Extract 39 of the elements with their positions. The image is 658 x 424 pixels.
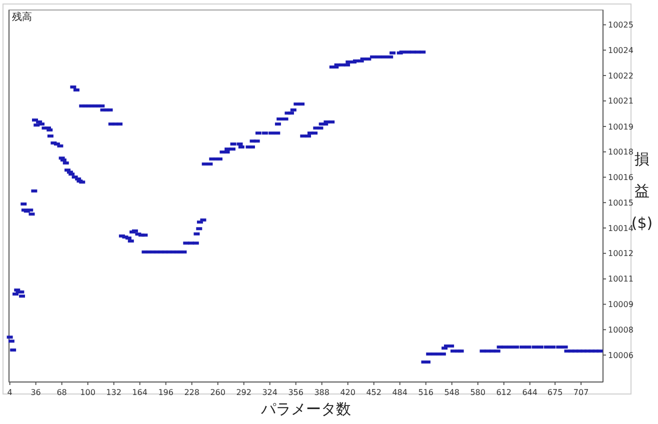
x-tick-label: 292: [236, 388, 252, 397]
y-tick-label: 10016: [608, 173, 634, 182]
x-tick-label: 484: [392, 388, 408, 397]
x-tick-label: 580: [470, 388, 486, 397]
y-tick-label: 10018: [608, 148, 634, 157]
x-tick-label: 36: [30, 388, 41, 397]
y-tick-label: 10024: [608, 46, 634, 55]
y-tick-label: 10006: [608, 350, 634, 360]
x-tick-label: 707: [573, 388, 589, 397]
chart-title: 残高: [12, 11, 32, 23]
x-tick-label: 388: [314, 388, 330, 397]
x-tick-label: 100: [80, 388, 96, 397]
y-tick-label: 10021: [608, 96, 634, 106]
x-tick-label: 516: [418, 388, 434, 397]
y-tick-label: 10014: [608, 224, 634, 233]
x-tick-label: 164: [132, 388, 148, 397]
y-tick-label: 10011: [608, 274, 634, 284]
x-tick-label: 356: [288, 388, 304, 397]
x-tick-label: 324: [262, 388, 278, 397]
x-tick-label: 4: [7, 388, 12, 397]
y-tick-label: 10012: [608, 249, 634, 258]
y-tick-label: 10019: [608, 122, 634, 132]
x-tick-label: 228: [184, 388, 200, 397]
y-tick-label: 10009: [608, 300, 634, 310]
x-tick-label: 132: [106, 388, 122, 397]
y-tick-label: 10025: [608, 20, 634, 30]
y-tick-label: 10022: [608, 71, 634, 80]
x-tick-label: 260: [210, 388, 226, 397]
x-tick-label: 548: [444, 388, 460, 397]
x-tick-label: 452: [366, 388, 382, 397]
x-tick-label: 612: [496, 388, 512, 397]
x-tick-label: 644: [522, 388, 538, 397]
x-axis-title: パラメータ数: [260, 400, 351, 418]
y-tick-label: 10015: [608, 198, 634, 208]
x-tick-label: 420: [340, 388, 356, 397]
y-tick-label: 10008: [608, 325, 634, 334]
x-tick-label: 68: [56, 388, 67, 397]
x-tick-label: 196: [158, 388, 174, 397]
x-tick-label: 675: [547, 388, 563, 397]
